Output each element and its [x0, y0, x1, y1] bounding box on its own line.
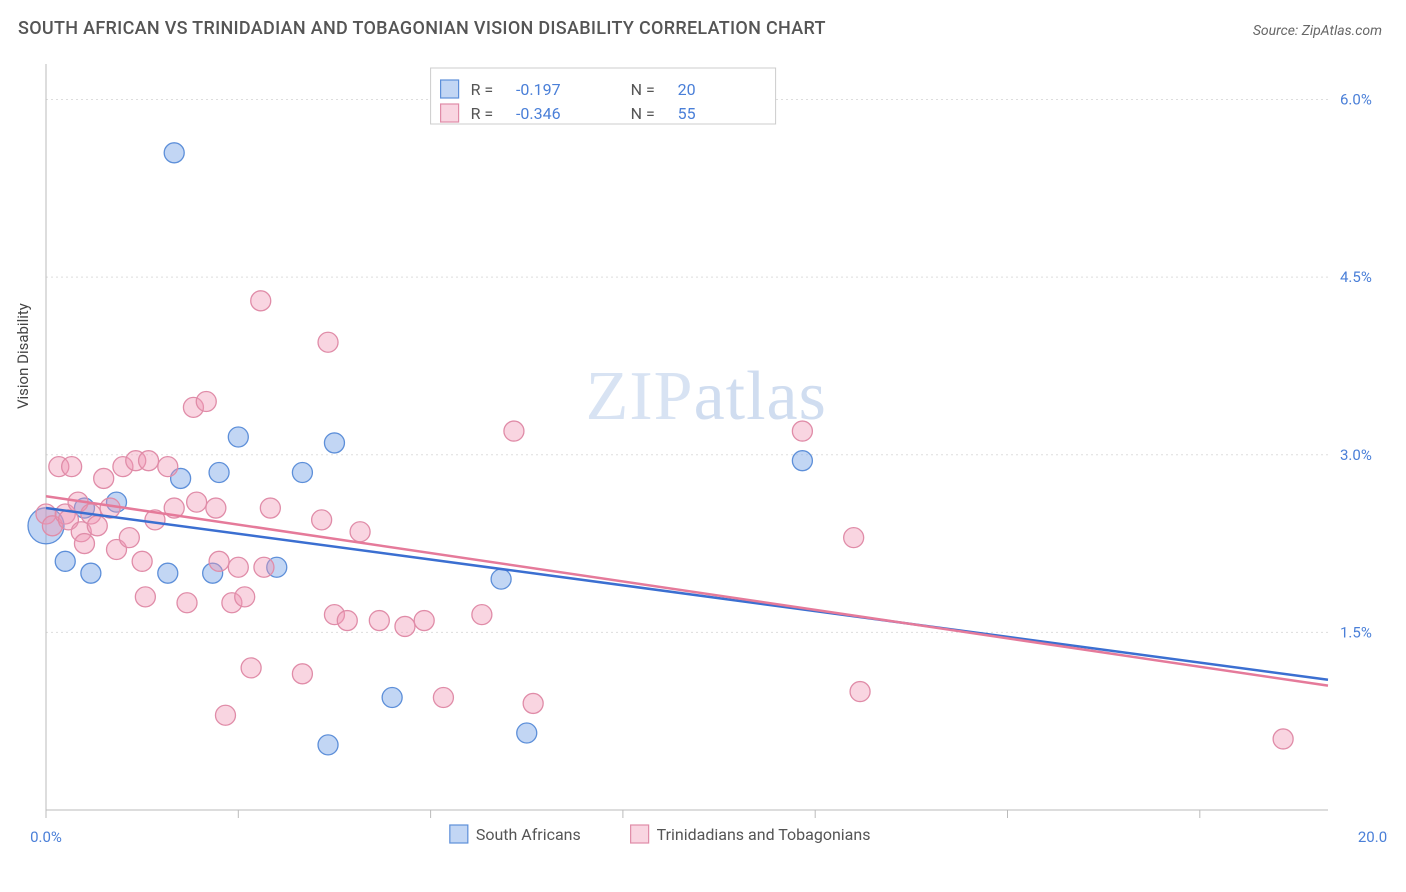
- scatter-point: [206, 498, 226, 518]
- scatter-point: [251, 291, 271, 311]
- scatter-point: [504, 421, 524, 441]
- scatter-point: [228, 557, 248, 577]
- scatter-point: [382, 688, 402, 708]
- legend-swatch-icon: [441, 104, 459, 122]
- svg-text:0.0%: 0.0%: [30, 828, 62, 846]
- scatter-point: [187, 492, 207, 512]
- scatter-point: [132, 551, 152, 571]
- scatter-point: [87, 516, 107, 536]
- scatter-point: [254, 557, 274, 577]
- scatter-point: [215, 705, 235, 725]
- svg-text:3.0%: 3.0%: [1340, 446, 1372, 464]
- svg-text:20.0%: 20.0%: [1358, 828, 1388, 846]
- scatter-point: [209, 463, 229, 483]
- scatter-point: [523, 693, 543, 713]
- scatter-point: [74, 534, 94, 554]
- scatter-point: [312, 510, 332, 530]
- svg-text:1.5%: 1.5%: [1340, 623, 1372, 641]
- scatter-point: [292, 664, 312, 684]
- scatter-point: [260, 498, 280, 518]
- scatter-point: [158, 457, 178, 477]
- scatter-point: [177, 593, 197, 613]
- scatter-point: [472, 605, 492, 625]
- chart-container: Vision Disability ZIPatlas0.0%20.0%1.5%3…: [18, 52, 1388, 872]
- scatter-point: [395, 616, 415, 636]
- scatter-point: [337, 611, 357, 631]
- svg-text:N =: N =: [631, 80, 655, 99]
- scatter-point: [491, 569, 511, 589]
- scatter-point: [209, 551, 229, 571]
- svg-text:55: 55: [678, 104, 696, 123]
- scatter-point: [241, 658, 261, 678]
- legend-label: South Africans: [476, 825, 581, 844]
- scatter-point: [235, 587, 255, 607]
- scatter-point: [196, 391, 216, 411]
- svg-text:4.5%: 4.5%: [1340, 268, 1372, 286]
- svg-text:6.0%: 6.0%: [1340, 91, 1372, 109]
- legend-swatch-icon: [450, 825, 468, 843]
- scatter-point: [844, 528, 864, 548]
- scatter-point: [517, 723, 537, 743]
- scatter-point: [164, 143, 184, 163]
- scatter-point: [850, 682, 870, 702]
- scatter-point: [324, 433, 344, 453]
- svg-text:-0.197: -0.197: [516, 80, 561, 99]
- scatter-point: [62, 457, 82, 477]
- scatter-point: [792, 421, 812, 441]
- scatter-point: [318, 735, 338, 755]
- svg-text:R =: R =: [471, 104, 494, 123]
- legend-label: Trinidadians and Tobagonians: [657, 825, 871, 844]
- legend-swatch-icon: [631, 825, 649, 843]
- svg-text:ZIPatlas: ZIPatlas: [586, 358, 827, 435]
- scatter-point: [135, 587, 155, 607]
- svg-text:-0.346: -0.346: [516, 104, 561, 123]
- scatter-point: [119, 528, 139, 548]
- scatter-point: [139, 451, 159, 471]
- scatter-point: [55, 551, 75, 571]
- scatter-point: [318, 332, 338, 352]
- scatter-point: [369, 611, 389, 631]
- scatter-point: [350, 522, 370, 542]
- chart-title: SOUTH AFRICAN VS TRINIDADIAN AND TOBAGON…: [18, 18, 826, 39]
- svg-text:20: 20: [678, 80, 696, 99]
- scatter-chart: ZIPatlas 0.0% 20.0% 1.5% 3.0% 4.5% 6.0% R = -0.1…: [18, 52, 1388, 872]
- scatter-point: [792, 451, 812, 471]
- scatter-point: [414, 611, 434, 631]
- scatter-point: [433, 688, 453, 708]
- svg-text:R =: R =: [471, 80, 494, 99]
- scatter-point: [1273, 729, 1293, 749]
- legend-swatch-icon: [441, 80, 459, 98]
- scatter-point: [228, 427, 248, 447]
- scatter-point: [94, 468, 114, 488]
- svg-text:N =: N =: [631, 104, 655, 123]
- scatter-point: [158, 563, 178, 583]
- y-axis-label: Vision Disability: [14, 303, 32, 409]
- scatter-point: [292, 463, 312, 483]
- source-attribution: Source: ZipAtlas.com: [1253, 23, 1382, 39]
- scatter-point: [81, 563, 101, 583]
